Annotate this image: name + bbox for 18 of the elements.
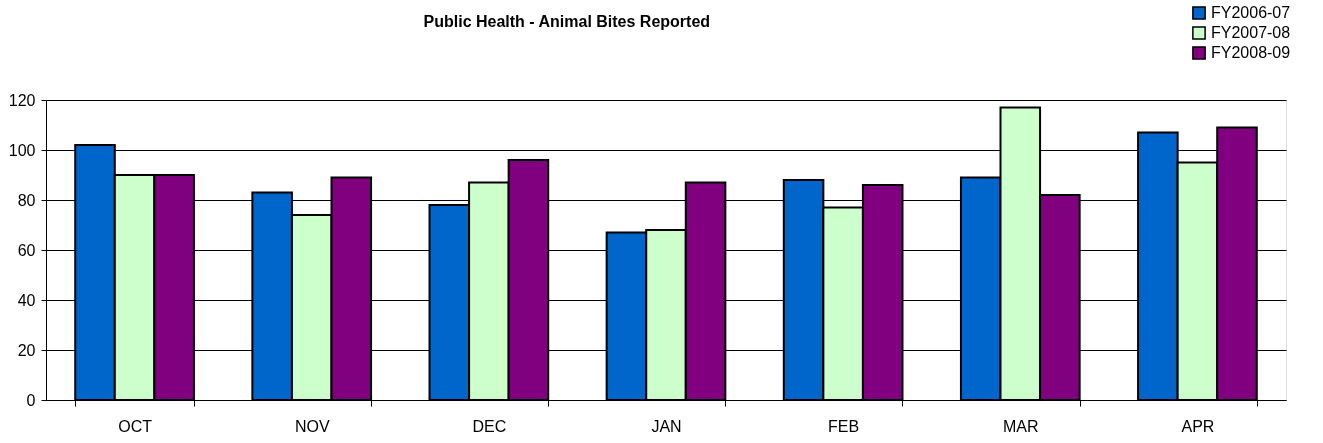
- x-tick-label: FEB: [828, 417, 860, 435]
- x-tick-label: JAN: [651, 417, 682, 435]
- y-tick-label: 20: [17, 341, 36, 359]
- x-tick-label: MAR: [1003, 417, 1039, 435]
- y-tick-label: 0: [26, 391, 36, 409]
- x-tick-label: NOV: [294, 417, 330, 435]
- y-tick-label: 60: [17, 241, 36, 259]
- y-tick-label: 120: [8, 91, 36, 109]
- x-tick-label: DEC: [472, 417, 507, 435]
- y-tick-label: 80: [17, 191, 36, 209]
- chart-title: Public Health - Animal Bites Reported: [423, 13, 711, 30]
- y-tick-label: 40: [17, 291, 36, 309]
- y-tick-label: 100: [8, 141, 36, 159]
- legend-label: FY2006-07: [1211, 4, 1291, 21]
- legend-label: FY2007-08: [1211, 24, 1291, 41]
- x-tick-label: OCT: [118, 417, 153, 435]
- x-tick-label: APR: [1181, 417, 1215, 435]
- legend-label: FY2008-09: [1211, 44, 1291, 61]
